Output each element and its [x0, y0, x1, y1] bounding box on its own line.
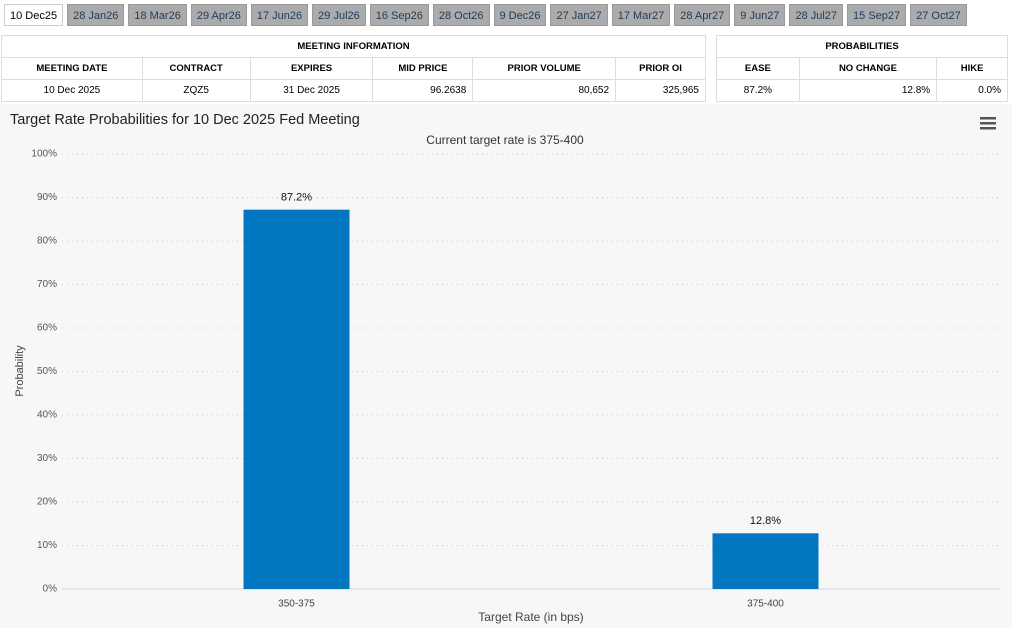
- y-tick-label: 90%: [37, 192, 57, 203]
- header-row: EASE NO CHANGE HIKE: [716, 57, 1008, 80]
- menu-bar: [980, 122, 996, 125]
- tab[interactable]: 27 Oct27: [910, 4, 967, 26]
- tab[interactable]: 17 Mar27: [611, 4, 671, 26]
- cell: 96.2638: [372, 79, 474, 102]
- column-header: CONTRACT: [141, 57, 251, 80]
- tab[interactable]: 18 Mar26: [128, 4, 187, 26]
- y-tick-label: 70%: [37, 279, 57, 290]
- column-header: PRIOR VOLUME: [472, 57, 617, 80]
- tab[interactable]: 10 Dec25: [4, 4, 64, 26]
- data-row: 10 Dec 2025 ZQZ5 31 Dec 2025 96.2638 80,652 3…: [1, 79, 706, 102]
- x-tick-label: 375-400: [747, 599, 784, 610]
- bar: [243, 209, 350, 589]
- chart-title: Target Rate Probabilities for 10 Dec 202…: [10, 112, 360, 128]
- chart-background: [0, 104, 1012, 628]
- cell: 0.0%: [936, 79, 1008, 102]
- chart: Target Rate Probabilities for 10 Dec 202…: [0, 104, 1012, 628]
- y-tick-label: 40%: [37, 410, 57, 421]
- menu-bar: [980, 117, 996, 120]
- y-tick-label: 30%: [37, 453, 57, 464]
- column-header: PRIOR OI: [615, 57, 706, 80]
- cell: 31 Dec 2025: [249, 79, 374, 102]
- cell: 80,652: [472, 79, 617, 102]
- table-title: MEETING INFORMATION: [1, 35, 706, 58]
- cell: 10 Dec 2025: [1, 79, 143, 102]
- column-header: EXPIRES: [249, 57, 374, 80]
- column-header: NO CHANGE: [798, 57, 938, 80]
- column-header: MEETING DATE: [1, 57, 143, 80]
- tab-bar: 10 Dec25 28 Jan26 18 Mar26 29 Apr26 17 Jun26…: [4, 4, 967, 26]
- column-header: HIKE: [936, 57, 1008, 80]
- column-header: EASE: [716, 57, 800, 80]
- data-label: 12.8%: [750, 515, 781, 527]
- cell: 87.2%: [716, 79, 800, 102]
- tab[interactable]: 29 Jul26: [312, 4, 366, 26]
- tab[interactable]: 28 Jan26: [67, 4, 125, 26]
- tab[interactable]: 17 Jun26: [250, 4, 309, 26]
- x-axis-label: Target Rate (in bps): [478, 610, 583, 624]
- tab[interactable]: 27 Jan27: [550, 4, 608, 26]
- data-label: 87.2%: [281, 192, 312, 204]
- cell: 12.8%: [798, 79, 938, 102]
- menu-bar: [980, 127, 996, 130]
- tab[interactable]: 28 Oct26: [432, 4, 490, 26]
- y-tick-label: 100%: [31, 149, 57, 160]
- tab[interactable]: 9 Dec26: [493, 4, 547, 26]
- cell: ZQZ5: [141, 79, 251, 102]
- probability-table: PROBABILITIES EASE NO CHANGE HIKE 87.2% 12.8%…: [716, 35, 1008, 102]
- meeting-table: MEETING INFORMATION MEETING DATE CONTRACT E…: [1, 35, 706, 102]
- title-row: MEETING INFORMATION: [1, 35, 706, 58]
- bar: [712, 533, 819, 589]
- tab[interactable]: 29 Apr26: [190, 4, 247, 26]
- y-tick-label: 0%: [43, 584, 58, 595]
- y-tick-label: 80%: [37, 236, 57, 247]
- x-tick-label: 350-375: [278, 599, 315, 610]
- data-row: 87.2% 12.8% 0.0%: [716, 79, 1008, 102]
- cell: 325,965: [615, 79, 706, 102]
- y-tick-label: 20%: [37, 497, 57, 508]
- y-tick-label: 50%: [37, 366, 57, 377]
- tab[interactable]: 28 Jul27: [789, 4, 844, 26]
- tab[interactable]: 28 Apr27: [674, 4, 731, 26]
- header-row: MEETING DATE CONTRACT EXPIRES MID PRICE PRIO…: [1, 57, 706, 80]
- y-axis-label: Probability: [14, 345, 26, 397]
- column-header: MID PRICE: [372, 57, 474, 80]
- tab[interactable]: 9 Jun27: [734, 4, 786, 26]
- tab[interactable]: 15 Sep27: [847, 4, 907, 26]
- menu-icon[interactable]: [980, 117, 996, 130]
- y-tick-label: 60%: [37, 323, 57, 334]
- title-row: PROBABILITIES: [716, 35, 1008, 58]
- tab[interactable]: 16 Sep26: [369, 4, 429, 26]
- chart-subtitle: Current target rate is 375-400: [426, 133, 584, 147]
- y-tick-label: 10%: [37, 540, 57, 551]
- table-title: PROBABILITIES: [716, 35, 1008, 58]
